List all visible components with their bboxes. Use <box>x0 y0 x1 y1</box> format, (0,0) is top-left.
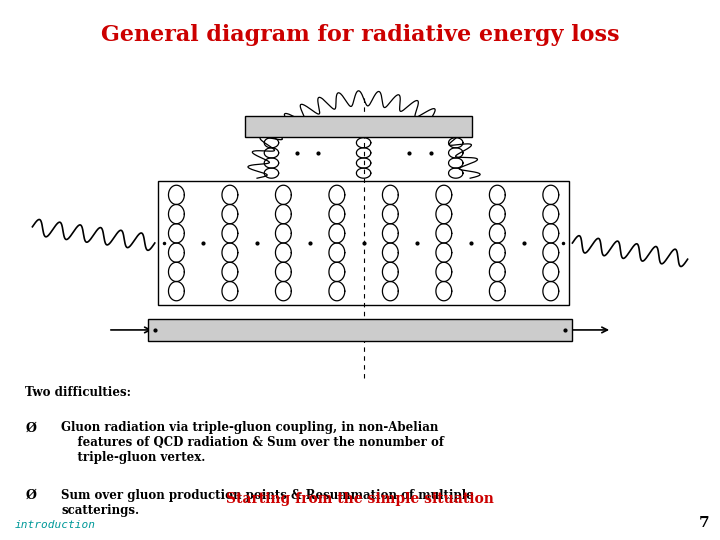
Text: General diagram for radiative energy loss: General diagram for radiative energy los… <box>101 24 619 46</box>
Text: 7: 7 <box>698 516 709 530</box>
Bar <box>148 319 572 341</box>
Text: introduction: introduction <box>14 520 95 530</box>
Text: Starting from the simple situation: Starting from the simple situation <box>226 492 494 507</box>
Text: Ø: Ø <box>25 489 36 502</box>
Text: Two difficulties:: Two difficulties: <box>25 386 131 399</box>
Bar <box>245 116 472 137</box>
Bar <box>158 181 569 305</box>
Text: Ø: Ø <box>25 421 36 434</box>
Text: Gluon radiation via triple-gluon coupling, in non-Abelian
    features of QCD ra: Gluon radiation via triple-gluon couplin… <box>61 421 444 464</box>
Text: Sum over gluon production points & Resummation of multiple
scatterings.: Sum over gluon production points & Resum… <box>61 489 474 517</box>
